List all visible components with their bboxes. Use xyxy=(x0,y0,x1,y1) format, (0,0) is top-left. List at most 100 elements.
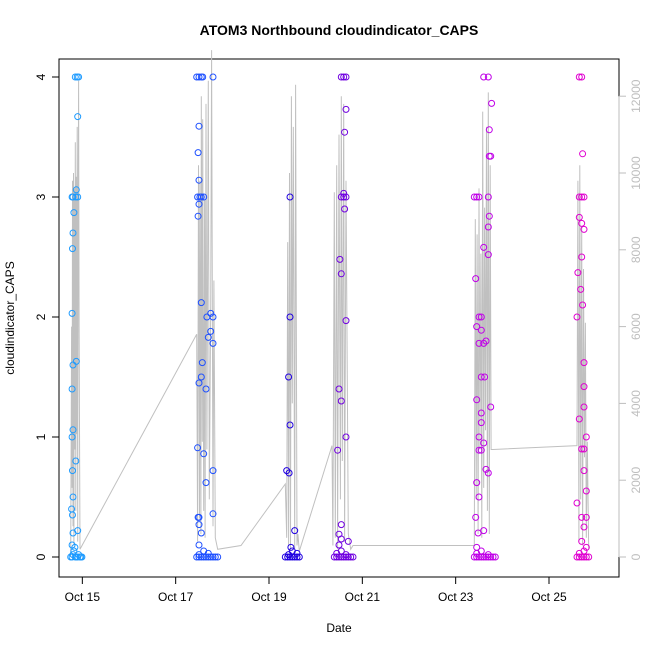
data-point xyxy=(209,339,217,347)
data-point xyxy=(473,193,481,201)
data-point xyxy=(470,553,478,561)
data-point xyxy=(477,373,485,381)
data-point xyxy=(573,313,581,321)
data-point xyxy=(340,189,348,197)
data-point xyxy=(337,73,345,81)
y2-tick-label: 4000 xyxy=(629,390,643,417)
data-point xyxy=(340,73,348,81)
data-point xyxy=(482,553,490,561)
data-point xyxy=(582,543,590,551)
y2-tick-label: 2000 xyxy=(629,467,643,494)
data-point xyxy=(580,403,588,411)
data-point xyxy=(195,551,203,559)
x-tick-label: Oct 25 xyxy=(531,590,567,604)
secondary-trace xyxy=(70,50,590,558)
data-point xyxy=(575,73,583,81)
data-point xyxy=(209,510,217,518)
data-point xyxy=(582,487,590,495)
data-point xyxy=(335,530,343,538)
data-point xyxy=(204,549,212,557)
data-point xyxy=(74,113,82,121)
scatter-points xyxy=(67,73,593,561)
data-point xyxy=(195,513,203,521)
data-point xyxy=(484,223,492,231)
data-point xyxy=(285,469,293,477)
data-point xyxy=(582,433,590,441)
data-point xyxy=(336,255,344,263)
data-point xyxy=(342,553,350,561)
x-tick-label: Oct 21 xyxy=(345,590,381,604)
data-point xyxy=(285,373,293,381)
data-point xyxy=(342,433,350,441)
y-tick-label: 1 xyxy=(34,433,48,440)
data-point xyxy=(485,212,493,220)
data-point xyxy=(195,541,203,549)
data-point xyxy=(585,553,593,561)
data-point xyxy=(75,73,83,81)
x-tick-label: Oct 23 xyxy=(438,590,474,604)
data-point xyxy=(195,200,203,208)
x-axis: Oct 15 Oct 17 Oct 19 Oct 21 Oct 23 Oct 25 xyxy=(65,576,567,604)
data-point xyxy=(574,269,582,277)
data-point xyxy=(487,152,495,160)
data-point xyxy=(195,553,203,561)
data-point xyxy=(578,193,586,201)
data-point xyxy=(286,193,294,201)
data-point xyxy=(195,73,203,81)
data-point xyxy=(198,359,206,367)
data-point xyxy=(291,527,299,535)
data-point xyxy=(68,309,76,317)
data-point xyxy=(477,326,485,334)
data-point xyxy=(200,450,208,458)
data-point xyxy=(334,446,342,454)
data-point xyxy=(72,186,80,194)
data-point xyxy=(582,553,590,561)
data-point xyxy=(480,243,488,251)
data-point xyxy=(473,396,481,404)
data-point xyxy=(70,209,78,217)
data-point xyxy=(485,126,493,134)
data-point xyxy=(286,421,294,429)
data-point xyxy=(71,543,79,551)
data-point xyxy=(194,444,202,452)
data-point xyxy=(578,513,586,521)
y2-tick-label: 6000 xyxy=(629,313,643,340)
data-point xyxy=(337,521,345,529)
data-point xyxy=(578,73,586,81)
data-point xyxy=(472,513,480,521)
chart-title: ATOM3 Northbound cloudindicator_CAPS xyxy=(200,22,479,38)
data-point xyxy=(344,553,352,561)
data-point xyxy=(580,225,588,233)
data-point xyxy=(202,553,210,561)
data-point xyxy=(475,493,483,501)
data-point xyxy=(349,553,357,561)
data-point xyxy=(209,73,217,81)
data-point xyxy=(68,433,76,441)
data-point xyxy=(78,553,86,561)
data-point xyxy=(578,445,586,453)
data-point xyxy=(342,105,350,113)
data-point xyxy=(480,439,488,447)
data-point xyxy=(470,193,478,201)
data-point xyxy=(580,547,588,555)
data-point xyxy=(475,339,483,347)
data-point xyxy=(287,543,295,551)
data-point xyxy=(477,419,485,427)
data-point xyxy=(335,553,343,561)
data-point xyxy=(488,99,496,107)
data-point xyxy=(582,513,590,521)
data-point xyxy=(473,323,481,331)
data-point xyxy=(69,193,77,201)
data-point xyxy=(578,537,586,545)
data-point xyxy=(341,128,349,136)
data-point xyxy=(197,299,205,307)
data-point xyxy=(575,553,583,561)
data-point xyxy=(480,527,488,535)
data-point xyxy=(71,73,79,81)
data-point xyxy=(487,403,495,411)
data-point xyxy=(477,409,485,417)
data-point xyxy=(197,553,205,561)
data-point xyxy=(211,553,219,561)
data-point xyxy=(573,553,581,561)
